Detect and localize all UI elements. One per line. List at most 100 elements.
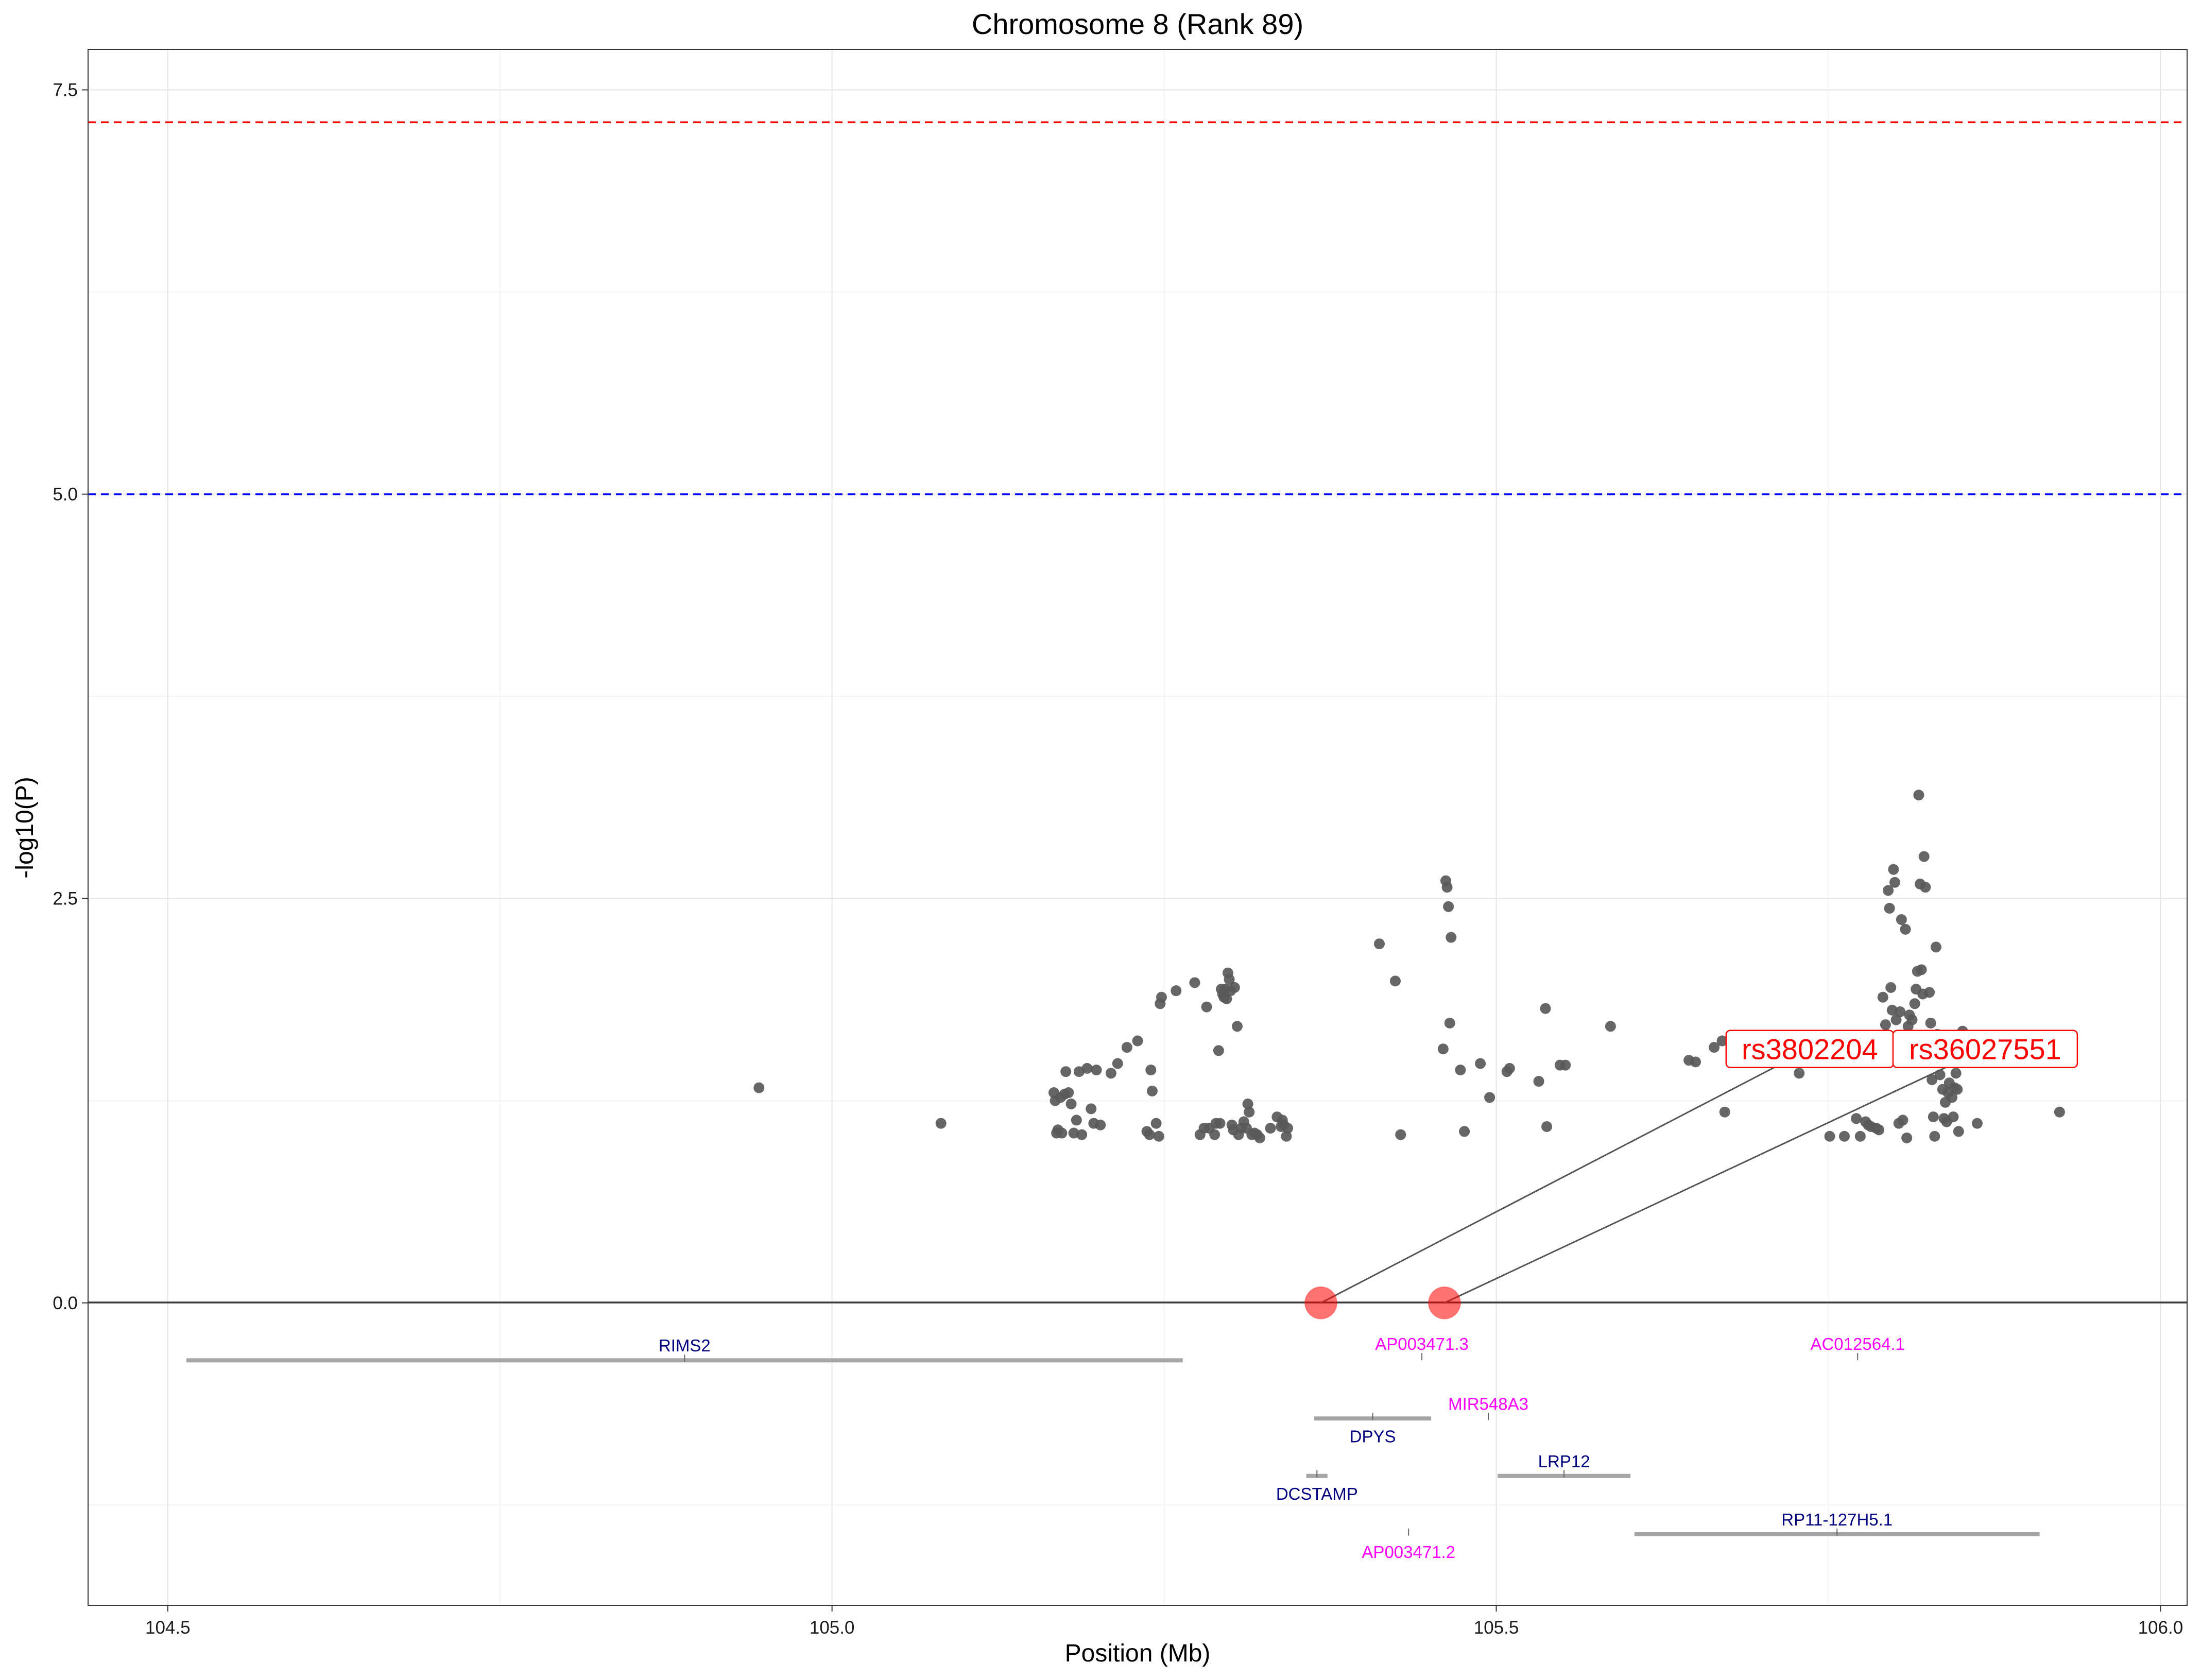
data-point xyxy=(1265,1123,1276,1134)
data-point xyxy=(1150,1118,1162,1129)
data-point xyxy=(1605,1021,1616,1032)
x-tick-label: 106.0 xyxy=(2138,1618,2183,1638)
data-point xyxy=(1214,1118,1226,1129)
data-point xyxy=(1112,1058,1123,1069)
data-point xyxy=(1906,1014,1918,1025)
data-point xyxy=(1437,1043,1449,1055)
data-point xyxy=(1389,975,1401,987)
data-point xyxy=(1838,1130,1850,1142)
data-point xyxy=(1156,991,1167,1003)
data-point xyxy=(1930,941,1941,953)
data-point xyxy=(1132,1035,1143,1047)
data-point xyxy=(1443,901,1454,912)
data-point xyxy=(1171,985,1182,997)
data-point xyxy=(1076,1129,1088,1140)
plot-panel-border xyxy=(88,49,2188,1606)
data-point xyxy=(1441,882,1453,893)
data-point xyxy=(1395,1129,1406,1140)
data-point xyxy=(1475,1058,1486,1069)
x-axis-title: Position (Mb) xyxy=(1065,1640,1211,1667)
data-point xyxy=(1948,1111,1959,1123)
gene-label: LRP12 xyxy=(1538,1452,1590,1471)
data-point xyxy=(1851,1113,1862,1124)
data-point xyxy=(1086,1103,1097,1115)
data-point xyxy=(1221,993,1232,1004)
x-tick-label: 105.5 xyxy=(1474,1618,1519,1638)
data-point xyxy=(935,1118,947,1129)
gene-label: DCSTAMP xyxy=(1276,1484,1358,1503)
data-point xyxy=(1244,1106,1255,1118)
data-point xyxy=(1071,1115,1082,1126)
data-point xyxy=(1890,1014,1902,1025)
data-point xyxy=(1374,938,1385,950)
y-tick-label: 7.5 xyxy=(53,80,78,100)
data-point xyxy=(1873,1124,1884,1136)
data-point xyxy=(1934,1069,1946,1081)
data-point xyxy=(1282,1123,1294,1134)
data-point xyxy=(1909,998,1920,1009)
data-point xyxy=(1888,864,1899,875)
data-point xyxy=(1883,885,1894,896)
data-point xyxy=(1950,1068,1962,1079)
data-point xyxy=(1952,1084,1963,1095)
snp-label: rs36027551 xyxy=(1909,1033,2061,1066)
data-point xyxy=(1056,1127,1068,1139)
data-point xyxy=(1925,1017,1936,1028)
data-point xyxy=(1459,1126,1470,1137)
data-point xyxy=(1281,1130,1292,1142)
y-tick-label: 0.0 xyxy=(53,1293,78,1313)
data-point xyxy=(1121,1042,1132,1053)
snp-marker xyxy=(1428,1286,1461,1319)
data-point xyxy=(1189,977,1200,988)
threshold-lines xyxy=(88,121,2187,495)
data-point xyxy=(1854,1130,1866,1142)
gene-track: RIMS2 AP003471.3 AC012564.1 MIR548A3 DPYS LRP… xyxy=(186,1334,2040,1562)
gene-label: RP11-127H5.1 xyxy=(1781,1510,1893,1529)
data-point xyxy=(1060,1066,1072,1077)
data-point xyxy=(1065,1098,1077,1109)
data-point xyxy=(1971,1118,1983,1129)
data-point xyxy=(1504,1062,1515,1074)
data-point xyxy=(1928,1111,1939,1123)
gene-label: AP003471.2 xyxy=(1362,1542,1455,1562)
data-point xyxy=(1895,1006,1906,1017)
gene-label: MIR548A3 xyxy=(1448,1394,1528,1413)
data-point xyxy=(1541,1121,1553,1132)
data-point xyxy=(1918,851,1930,862)
snp-marker xyxy=(1304,1286,1338,1319)
y-axis-title: -log10(P) xyxy=(11,777,39,878)
data-point xyxy=(1145,1065,1157,1076)
x-tick-label: 104.5 xyxy=(145,1618,191,1638)
snp-label-box xyxy=(1892,1030,2078,1068)
data-point xyxy=(1446,932,1457,943)
data-point xyxy=(1920,882,1931,893)
data-point xyxy=(1953,1126,1964,1137)
data-point xyxy=(753,1082,765,1093)
data-point xyxy=(1213,1045,1224,1056)
x-axis: 104.5 105.0 105.5 106.0 xyxy=(145,1605,2183,1638)
data-point xyxy=(1897,1115,1908,1126)
chart-title: Chromosome 8 (Rank 89) xyxy=(972,8,1303,40)
data-point xyxy=(1913,790,1924,801)
data-point xyxy=(2054,1106,2065,1118)
data-point xyxy=(1889,877,1900,888)
data-point xyxy=(1091,1065,1102,1076)
data-point xyxy=(1242,1098,1253,1109)
data-point xyxy=(1224,974,1235,985)
data-point xyxy=(1709,1042,1720,1053)
data-point xyxy=(1229,982,1240,993)
y-axis: 0.0 2.5 5.0 7.5 xyxy=(53,80,88,1313)
data-point xyxy=(1081,1062,1093,1074)
data-point xyxy=(1719,1106,1730,1118)
plot-background xyxy=(88,49,2187,1605)
data-point xyxy=(1209,1129,1220,1140)
data-point xyxy=(1884,903,1895,914)
data-point xyxy=(1095,1119,1106,1130)
gene-label: RIMS2 xyxy=(659,1336,711,1355)
data-point xyxy=(1924,987,1935,998)
data-point xyxy=(1929,1130,1940,1142)
highlighted-snps: rs3802204 rs36027551 xyxy=(1304,1030,2078,1319)
data-point xyxy=(1560,1059,1571,1071)
snp-leader-line xyxy=(1444,1048,1986,1304)
